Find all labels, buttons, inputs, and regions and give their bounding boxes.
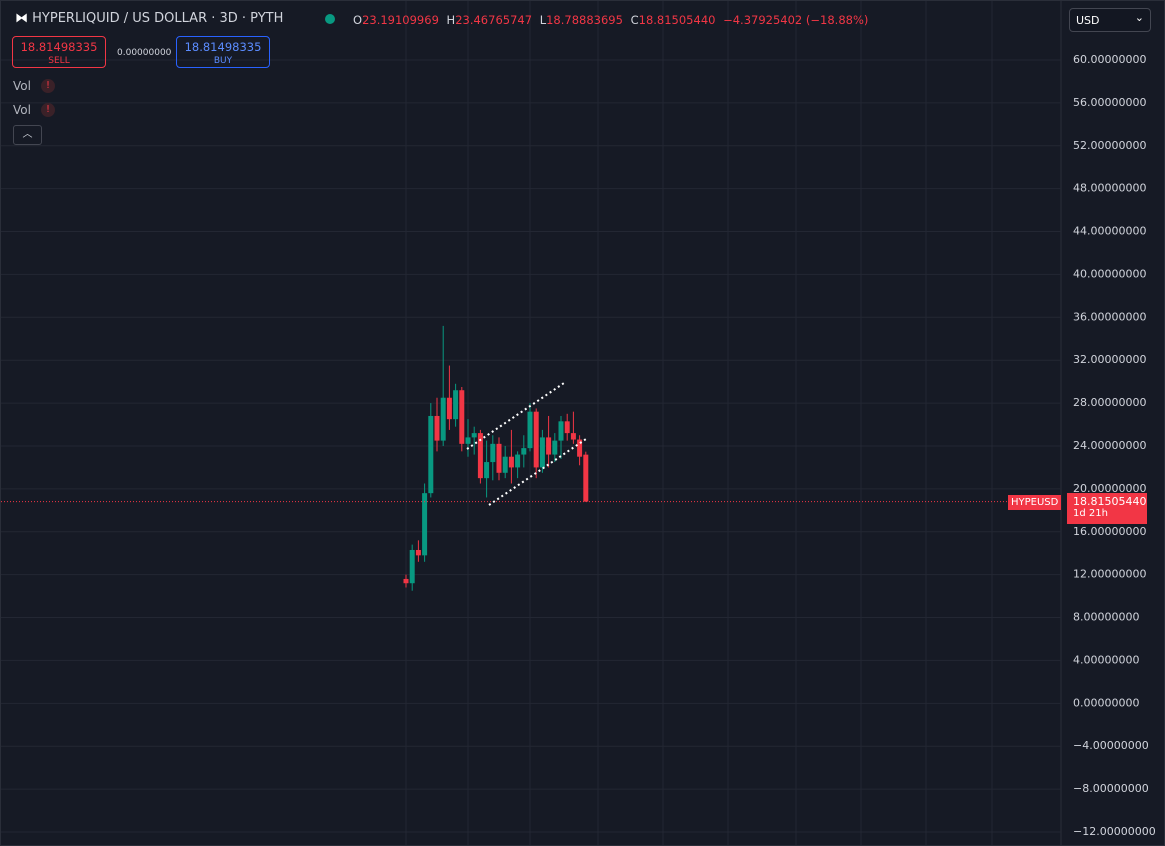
candle-body [440, 397, 446, 441]
y-tick-label: −12.00000000 [1073, 825, 1156, 838]
ohlc-value: 23.19109969 [362, 13, 439, 27]
candle-body [471, 433, 477, 438]
y-tick-label: 52.00000000 [1073, 139, 1146, 152]
buy-price: 18.81498335 [184, 40, 262, 54]
ohlc-key: H [446, 13, 456, 27]
candle-body [465, 437, 471, 444]
change: −4.37925402 (−18.88%) [723, 13, 869, 27]
y-tick-label: 4.00000000 [1073, 653, 1139, 666]
ohlc-value: 18.81505440 [638, 13, 716, 27]
grid [1, 59, 1061, 833]
last-price: 18.81505440 [1073, 495, 1147, 508]
buy-label: BUY [213, 56, 233, 66]
symbol-title: ⧓ HYPERLIQUID / US DOLLAR · 3D · PYTH [15, 11, 284, 26]
title: HYPERLIQUID / US DOLLAR · 3D · PYTH [32, 11, 284, 26]
indicator-name[interactable]: Vol [13, 103, 31, 117]
collapse-button[interactable]: ︿ [13, 125, 42, 145]
candle-body [546, 437, 552, 455]
candle-body [521, 448, 527, 455]
candle-body [434, 415, 440, 441]
currency-select[interactable]: USD [1069, 6, 1151, 32]
market-status [325, 14, 335, 24]
ohlc-legend: O23.19109969 H23.46765747 L18.78883695 C… [353, 13, 872, 27]
ohlc-value: 23.46765747 [455, 13, 533, 27]
candle-body [552, 440, 558, 455]
candle-body [564, 421, 570, 434]
price-tag: 18.81505440 1d 21h [1067, 493, 1147, 524]
y-tick-label: 44.00000000 [1073, 225, 1146, 238]
y-tick-label: 28.00000000 [1073, 396, 1146, 409]
indicator-name[interactable]: Vol [13, 79, 31, 93]
candle-body [409, 549, 415, 584]
indicator-warning[interactable]: ! [41, 103, 55, 117]
candle-body [577, 439, 583, 457]
channel-drawing [466, 382, 587, 506]
candle-body [477, 433, 483, 479]
y-tick-label: 8.00000000 [1073, 611, 1139, 624]
candle-body [415, 549, 421, 556]
buy-button[interactable]: 18.81498335 BUY [176, 36, 270, 68]
candle-body [533, 411, 539, 468]
price-axis: 60.00000000 56.00000000 52.00000000 48.0000… [1073, 53, 1156, 838]
candle-body [539, 437, 545, 468]
y-tick-label: 16.00000000 [1073, 525, 1146, 538]
candle-body [583, 454, 589, 502]
y-tick-label: 48.00000000 [1073, 182, 1146, 195]
candle-body [484, 462, 490, 479]
time-grid [405, 1, 993, 845]
y-tick-label: 56.00000000 [1073, 96, 1146, 109]
candle-body [515, 454, 521, 468]
candle-body [527, 411, 533, 449]
candle-body [453, 390, 459, 420]
candle-body [422, 493, 428, 556]
sell-button[interactable]: 18.81498335 SELL [12, 36, 106, 68]
y-tick-label: −4.00000000 [1073, 739, 1149, 752]
y-tick-label: 20.00000000 [1073, 482, 1146, 495]
candle-body [490, 443, 496, 463]
candle-body [558, 421, 564, 441]
y-tick-label: 0.00000000 [1073, 696, 1139, 709]
sell-price: 18.81498335 [20, 40, 98, 54]
candle-body [496, 443, 502, 473]
candle-body [446, 397, 452, 420]
indicator-warning[interactable]: ! [41, 79, 55, 93]
y-tick-label: 24.00000000 [1073, 439, 1146, 452]
candle-body [508, 456, 514, 468]
candle-body [570, 433, 576, 440]
sell-label: SELL [48, 56, 70, 66]
candle-body [428, 415, 434, 494]
ohlc-key: C [630, 13, 639, 27]
y-tick-label: −8.00000000 [1073, 782, 1149, 795]
candle-body [403, 578, 409, 584]
y-tick-label: 32.00000000 [1073, 353, 1146, 366]
y-tick-label: 12.00000000 [1073, 568, 1146, 581]
candle-body [459, 390, 465, 444]
ohlc-key: O [353, 13, 363, 27]
candles [1, 325, 1061, 591]
countdown: 1d 21h [1073, 508, 1108, 519]
y-tick-label: 36.00000000 [1073, 310, 1146, 323]
spread: 0.00000000 [117, 48, 172, 58]
y-tick-label: 40.00000000 [1073, 267, 1146, 280]
y-tick-label: 60.00000000 [1073, 53, 1146, 66]
ohlc-key: L [539, 13, 547, 27]
ohlc-value: 18.78883695 [546, 13, 623, 27]
candle-body [502, 456, 508, 473]
symbol-tag: HYPEUSD [1008, 495, 1062, 510]
